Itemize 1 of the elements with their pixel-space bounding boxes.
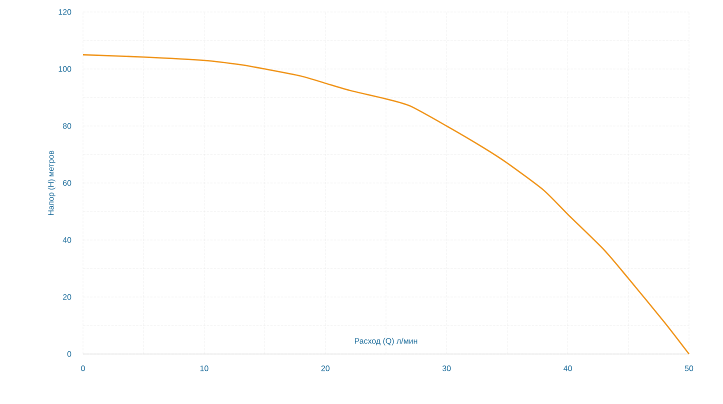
line-series [82, 54, 690, 355]
